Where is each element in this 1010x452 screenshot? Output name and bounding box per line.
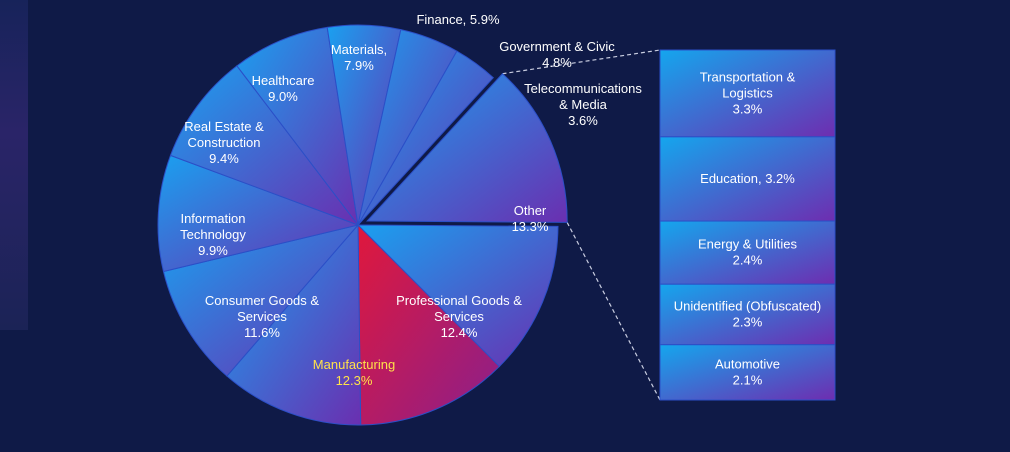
pie-slice-real-estate-construction <box>157 154 360 273</box>
breakdown-label-automotive: Automotive 2.1% <box>715 356 780 387</box>
pie-slice-professional-goods-services <box>356 224 559 368</box>
slice-label-materials: Materials, 7.9% <box>331 42 387 73</box>
connector-line-top <box>502 49 661 75</box>
slice-label-real-estate-construction: Real Estate & Construction 9.4% <box>184 119 264 166</box>
slice-label-professional-goods-services: Professional Goods & Services 12.4% <box>396 293 522 340</box>
breakdown-segment-automotive <box>659 344 836 401</box>
pie-slice-consumer-goods-services <box>226 223 362 426</box>
pie-slice-other <box>366 73 568 223</box>
connector-lines <box>502 49 661 401</box>
slice-label-manufacturing: Manufacturing 12.3% <box>313 357 395 388</box>
slice-label-telecommunications-media: Telecommunications & Media 3.6% <box>524 81 642 128</box>
slice-label-consumer-goods-services: Consumer Goods & Services 11.6% <box>205 293 319 340</box>
breakdown-segment-unidentified-obfuscated <box>659 283 836 346</box>
breakdown-label-energy-utilities: Energy & Utilities 2.4% <box>698 237 797 268</box>
slice-label-government-civic: Government & Civic 4.8% <box>499 39 615 70</box>
slice-label-finance-5-9: Finance, 5.9% <box>416 12 500 27</box>
pie-slice-telecommunications-media <box>357 50 495 226</box>
pie-slice-materials <box>236 26 359 226</box>
connector-line-bottom <box>566 222 661 401</box>
side-accent-panel <box>0 0 28 330</box>
breakdown-label-transportation-logistics: Transportation & Logistics 3.3% <box>700 69 796 116</box>
pie-slice-information-technology <box>162 224 360 377</box>
slice-label-other: Other 13.3% <box>512 203 549 234</box>
pie-slice-healthcare <box>169 65 360 227</box>
data-labels: Manufacturing 12.3% Consumer Goods & Servic… <box>180 12 642 388</box>
slice-label-healthcare: Healthcare 9.0% <box>252 73 315 104</box>
breakdown-label-unidentified-obfuscated: Unidentified (Obfuscated) 2.3% <box>674 298 821 329</box>
breakdown-label-education-3-2: Education, 3.2% <box>700 171 795 186</box>
pie-slice-manufacturing <box>357 223 501 426</box>
pie-slices <box>157 24 568 426</box>
breakdown-segment-energy-utilities <box>659 220 836 285</box>
slice-label-information-technology: Information Technology 9.9% <box>180 211 246 258</box>
breakdown-segment-education-3-2 <box>659 136 836 222</box>
breakdown-bar: Transportation & Logistics 3.3% Education, … <box>659 49 836 401</box>
